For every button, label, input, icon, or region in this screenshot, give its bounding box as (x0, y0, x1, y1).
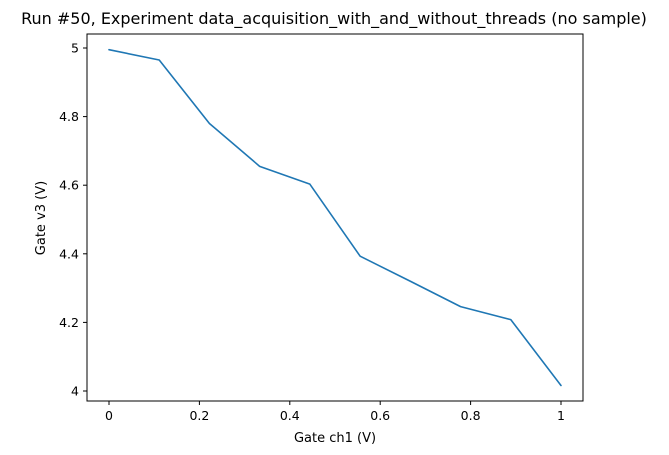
x-tick-label: 0.6 (370, 408, 390, 423)
y-tick-label: 4.8 (59, 109, 79, 124)
x-tick-label: 0.8 (461, 408, 481, 423)
x-tick-label: 0 (105, 408, 113, 423)
chart-title: Run #50, Experiment data_acquisition_wit… (21, 9, 647, 29)
x-tick-label: 0.2 (189, 408, 209, 423)
y-tick-label: 4.4 (59, 246, 79, 261)
plot-frame (86, 33, 584, 402)
y-tick-label: 4.6 (59, 178, 79, 193)
y-tick-label: 4 (71, 384, 79, 399)
x-axis-label: Gate ch1 (V) (294, 431, 376, 446)
y-tick-label: 4.2 (59, 315, 79, 330)
x-axis: 0 0.2 0.4 0.6 0.8 1 (105, 401, 565, 423)
y-axis: 4 4.2 4.4 4.6 4.8 5 (59, 41, 87, 399)
x-tick-label: 1 (557, 408, 565, 423)
y-tick-label: 5 (71, 41, 79, 56)
x-tick-label: 0.4 (280, 408, 300, 423)
series-line-gate-v3 (108, 48, 562, 387)
y-axis-label: Gate v3 (V) (34, 181, 49, 255)
plot-area (86, 33, 584, 402)
